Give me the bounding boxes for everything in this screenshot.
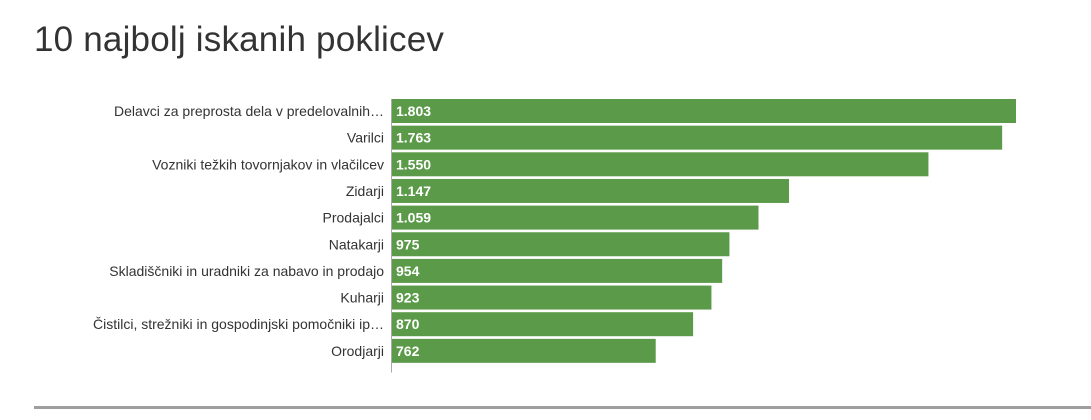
category-label-10: Orodjarji — [331, 343, 384, 359]
category-label-1: Delavci za preprosta dela v predelovalni… — [114, 103, 384, 119]
bar-10 — [392, 338, 656, 363]
value-label-2: 1.763 — [396, 130, 431, 146]
bar-5 — [392, 205, 759, 230]
bar-4 — [392, 178, 789, 203]
value-label-8: 923 — [396, 290, 420, 306]
category-label-5: Prodajalci — [323, 210, 384, 226]
category-label-4: Zidarji — [346, 183, 384, 199]
value-label-9: 870 — [396, 316, 420, 332]
category-label-3: Vozniki težkih tovornjakov in vlačilcev — [152, 156, 384, 172]
chart-title: 10 najbolj iskanih poklicev — [34, 20, 445, 59]
value-label-6: 975 — [396, 236, 420, 252]
value-label-5: 1.059 — [396, 210, 431, 226]
bottom-divider — [34, 406, 1091, 409]
bar-8 — [392, 285, 712, 310]
category-label-9: Čistilci, strežniki in gospodinjski pomo… — [93, 316, 384, 332]
bar-9 — [392, 312, 694, 337]
value-label-4: 1.147 — [396, 183, 431, 199]
category-label-8: Kuharji — [340, 290, 384, 306]
value-label-10: 762 — [396, 343, 420, 359]
bar-1 — [392, 99, 1016, 123]
bars-layer: Delavci za preprosta dela v predelovalni… — [93, 99, 1016, 363]
value-label-7: 954 — [396, 263, 420, 279]
category-label-2: Varilci — [347, 130, 384, 146]
bar-2 — [392, 125, 1003, 150]
value-label-1: 1.803 — [396, 103, 431, 119]
bar-6 — [392, 232, 730, 257]
bar-3 — [392, 152, 929, 177]
category-label-7: Skladiščniki in uradniki za nabavo in pr… — [109, 263, 384, 279]
value-label-3: 1.550 — [396, 156, 431, 172]
bar-7 — [392, 258, 723, 283]
category-label-6: Natakarji — [329, 236, 384, 252]
